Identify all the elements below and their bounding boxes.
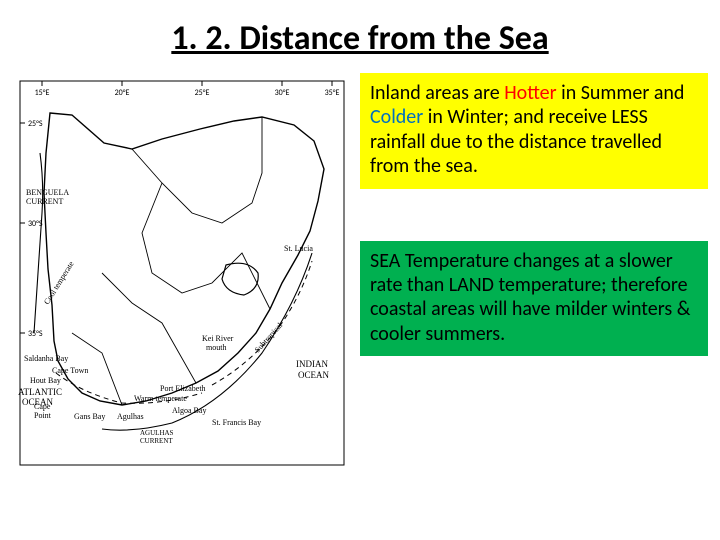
svg-text:30°E: 30°E (275, 88, 290, 98)
svg-text:OCEAN: OCEAN (22, 397, 53, 407)
svg-text:BENGUELA: BENGUELA (26, 188, 69, 197)
svg-text:15°E: 15°E (35, 88, 50, 98)
callouts-column: Inland areas are Hotter in Summer and Co… (352, 73, 708, 473)
page-title: 1. 2. Distance from the Sea (0, 0, 720, 59)
callout-inland-hot: Hotter (504, 81, 556, 105)
svg-text:Port Elizabeth: Port Elizabeth (160, 384, 206, 393)
svg-text:Saldanha Bay: Saldanha Bay (24, 354, 68, 363)
svg-text:St. Francis Bay: St. Francis Bay (212, 418, 261, 427)
svg-text:Cool temperate: Cool temperate (42, 259, 76, 306)
callout-inland-pre: Inland areas are (370, 81, 504, 105)
callout-inland: Inland areas are Hotter in Summer and Co… (360, 73, 708, 189)
svg-text:Warm temperate: Warm temperate (134, 394, 187, 403)
svg-text:St. Lucia: St. Lucia (284, 244, 313, 253)
south-africa-map: 15°E20°E25°E30°E35°E25°S30°S35°SBENGUELA… (12, 73, 352, 473)
svg-text:CURRENT: CURRENT (140, 437, 173, 445)
callout-sea: SEA Temperature changes at a slower rate… (360, 241, 708, 357)
svg-text:Agulhas: Agulhas (117, 412, 144, 421)
svg-text:20°E: 20°E (115, 88, 130, 98)
svg-text:25°S: 25°S (28, 119, 43, 129)
svg-text:Hout Bay: Hout Bay (30, 376, 61, 385)
svg-text:Kei River: Kei River (202, 334, 234, 343)
svg-text:Gans Bay: Gans Bay (74, 412, 105, 421)
svg-text:Cape Town: Cape Town (52, 366, 88, 375)
svg-text:mouth: mouth (206, 343, 226, 352)
content-row: 15°E20°E25°E30°E35°E25°S30°S35°SBENGUELA… (0, 73, 720, 473)
svg-text:Point: Point (34, 411, 52, 420)
callout-inland-cold: Colder (370, 105, 423, 129)
svg-text:35°E: 35°E (325, 88, 340, 98)
svg-text:ATLANTIC: ATLANTIC (18, 387, 62, 397)
svg-text:AGULHAS: AGULHAS (140, 429, 174, 437)
callout-sea-text: SEA Temperature changes at a slower rate… (370, 249, 690, 346)
svg-text:Subtropical: Subtropical (253, 320, 285, 354)
svg-text:INDIAN: INDIAN (296, 359, 328, 369)
map-container: 15°E20°E25°E30°E35°E25°S30°S35°SBENGUELA… (12, 73, 352, 473)
svg-text:CURRENT: CURRENT (26, 197, 63, 206)
svg-text:35°S: 35°S (28, 329, 43, 339)
svg-text:25°E: 25°E (195, 88, 210, 98)
svg-text:OCEAN: OCEAN (298, 370, 329, 380)
svg-text:Algoa Bay: Algoa Bay (172, 406, 206, 415)
callout-inland-mid: in Summer and (557, 81, 685, 105)
